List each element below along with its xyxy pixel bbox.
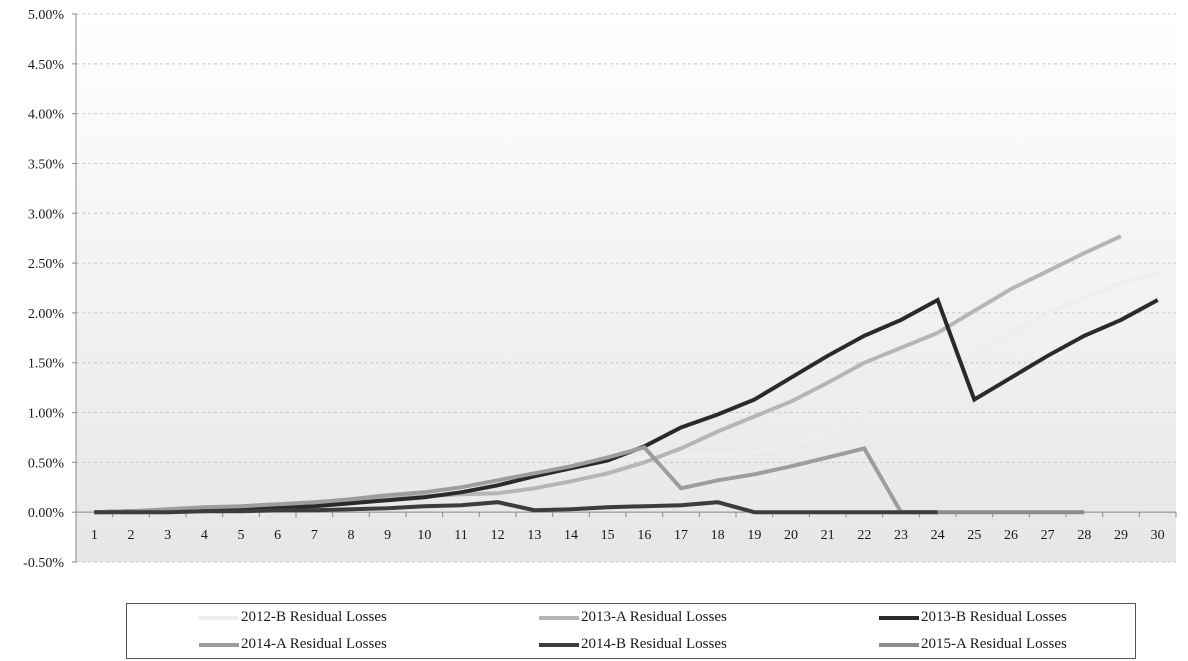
x-tick-label: 5: [238, 528, 245, 543]
x-tick-label: 26: [1004, 528, 1018, 543]
x-tick-label: 1: [91, 528, 98, 543]
x-tick-label: 22: [857, 528, 871, 543]
y-tick-label: 5.00%: [28, 8, 65, 23]
x-tick-label: 13: [527, 528, 541, 543]
plot-area: [76, 14, 1176, 562]
legend-item: 2014-B Residual Losses: [467, 631, 807, 658]
x-tick-label: 10: [417, 528, 431, 543]
legend: 2012-B Residual Losses 2013-A Residual Lo…: [126, 603, 1136, 659]
x-tick-label: 18: [711, 528, 725, 543]
x-tick-label: 23: [894, 528, 908, 543]
x-tick-label: 24: [931, 528, 945, 543]
x-tick-label: 21: [821, 528, 835, 543]
legend-swatch: [199, 642, 239, 647]
legend-item: 2013-B Residual Losses: [807, 604, 1137, 631]
x-tick-label: 8: [348, 528, 355, 543]
legend-swatch: [539, 642, 579, 647]
legend-label: 2014-A Residual Losses: [241, 636, 387, 652]
x-tick-label: 16: [637, 528, 651, 543]
y-tick-label: 0.00%: [28, 506, 65, 521]
y-tick-label: 0.50%: [28, 456, 65, 471]
x-tick-label: 25: [967, 528, 981, 543]
x-tick-label: 6: [274, 528, 281, 543]
y-tick-label: 1.50%: [28, 357, 65, 372]
legend-item: 2012-B Residual Losses: [127, 604, 467, 631]
legend-label: 2012-B Residual Losses: [241, 609, 387, 625]
x-tick-label: 9: [384, 528, 391, 543]
x-tick-label: 17: [674, 528, 688, 543]
y-tick-label: 1.00%: [28, 407, 65, 422]
legend-swatch: [539, 615, 579, 620]
x-tick-label: 4: [201, 528, 208, 543]
x-tick-label: 20: [784, 528, 798, 543]
y-tick-label: 3.00%: [28, 207, 65, 222]
legend-swatch: [879, 642, 919, 647]
legend-label: 2015-A Residual Losses: [921, 636, 1067, 652]
y-tick-label: -0.50%: [23, 556, 64, 571]
legend-swatch: [879, 615, 919, 620]
x-tick-label: 29: [1114, 528, 1128, 543]
x-tick-label: 7: [311, 528, 318, 543]
x-tick-label: 12: [491, 528, 505, 543]
x-tick-label: 11: [454, 528, 467, 543]
x-tick-label: 27: [1041, 528, 1055, 543]
y-tick-label: 2.50%: [28, 257, 65, 272]
series-line-2014-b-residual-losses: [94, 500, 938, 515]
x-tick-label: 28: [1077, 528, 1091, 543]
x-tick-label: 30: [1151, 528, 1165, 543]
y-tick-label: 3.50%: [28, 157, 65, 172]
y-tick-label: 2.00%: [28, 307, 65, 322]
y-tick-label: 4.50%: [28, 58, 65, 73]
x-tick-label: 19: [747, 528, 761, 543]
legend-label: 2013-B Residual Losses: [921, 609, 1067, 625]
x-tick-label: 15: [601, 528, 615, 543]
legend-label: 2013-A Residual Losses: [581, 609, 727, 625]
y-tick-label: 4.00%: [28, 108, 65, 123]
x-tick-label: 2: [128, 528, 135, 543]
legend-item: 2013-A Residual Losses: [467, 604, 807, 631]
legend-item: 2014-A Residual Losses: [127, 631, 467, 658]
series-line-2014-a-residual-losses: [94, 445, 938, 515]
legend-item: 2015-A Residual Losses: [807, 631, 1137, 658]
legend-swatch: [199, 615, 239, 620]
legend-label: 2014-B Residual Losses: [581, 636, 727, 652]
x-tick-label: 3: [164, 528, 171, 543]
x-tick-label: 14: [564, 528, 578, 543]
